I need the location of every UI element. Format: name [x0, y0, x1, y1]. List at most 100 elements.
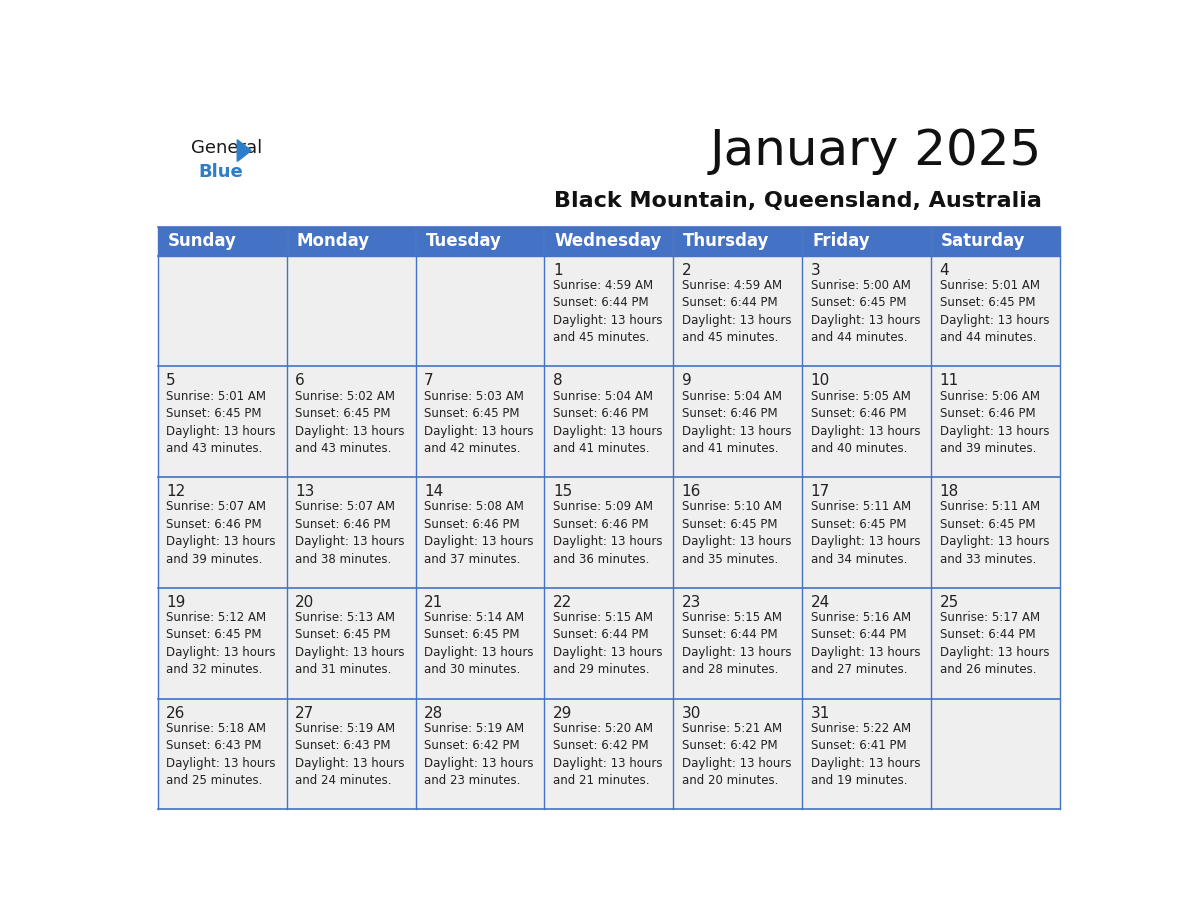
Text: Monday: Monday — [297, 232, 369, 251]
Bar — [158, 477, 286, 588]
Bar — [416, 699, 544, 810]
Bar — [931, 699, 1060, 810]
Bar — [802, 588, 931, 699]
Text: 18: 18 — [940, 484, 959, 499]
Text: 23: 23 — [682, 595, 701, 610]
Text: Sunrise: 5:16 AM
Sunset: 6:44 PM
Daylight: 13 hours
and 27 minutes.: Sunrise: 5:16 AM Sunset: 6:44 PM Dayligh… — [810, 611, 921, 677]
Bar — [931, 227, 1060, 256]
Text: Sunrise: 5:12 AM
Sunset: 6:45 PM
Daylight: 13 hours
and 32 minutes.: Sunrise: 5:12 AM Sunset: 6:45 PM Dayligh… — [166, 611, 276, 677]
Text: Sunday: Sunday — [168, 232, 236, 251]
Text: 16: 16 — [682, 484, 701, 499]
Text: Sunrise: 5:04 AM
Sunset: 6:46 PM
Daylight: 13 hours
and 41 minutes.: Sunrise: 5:04 AM Sunset: 6:46 PM Dayligh… — [682, 389, 791, 455]
Text: 19: 19 — [166, 595, 185, 610]
Bar — [158, 366, 286, 477]
Text: 22: 22 — [552, 595, 573, 610]
Text: Sunrise: 5:07 AM
Sunset: 6:46 PM
Daylight: 13 hours
and 38 minutes.: Sunrise: 5:07 AM Sunset: 6:46 PM Dayligh… — [295, 500, 405, 565]
Bar — [931, 588, 1060, 699]
Text: Sunrise: 4:59 AM
Sunset: 6:44 PM
Daylight: 13 hours
and 45 minutes.: Sunrise: 4:59 AM Sunset: 6:44 PM Dayligh… — [682, 279, 791, 344]
Text: 21: 21 — [424, 595, 443, 610]
Text: Sunrise: 5:20 AM
Sunset: 6:42 PM
Daylight: 13 hours
and 21 minutes.: Sunrise: 5:20 AM Sunset: 6:42 PM Dayligh… — [552, 722, 663, 788]
Text: Sunrise: 5:04 AM
Sunset: 6:46 PM
Daylight: 13 hours
and 41 minutes.: Sunrise: 5:04 AM Sunset: 6:46 PM Dayligh… — [552, 389, 663, 455]
Text: Sunrise: 5:19 AM
Sunset: 6:43 PM
Daylight: 13 hours
and 24 minutes.: Sunrise: 5:19 AM Sunset: 6:43 PM Dayligh… — [295, 722, 405, 788]
Text: Thursday: Thursday — [683, 232, 770, 251]
Text: 20: 20 — [295, 595, 315, 610]
Bar — [286, 256, 416, 366]
Polygon shape — [238, 140, 251, 162]
Bar — [158, 699, 286, 810]
Text: 9: 9 — [682, 374, 691, 388]
Text: 8: 8 — [552, 374, 563, 388]
Text: Sunrise: 5:01 AM
Sunset: 6:45 PM
Daylight: 13 hours
and 44 minutes.: Sunrise: 5:01 AM Sunset: 6:45 PM Dayligh… — [940, 279, 1049, 344]
Bar — [674, 588, 802, 699]
Text: Sunrise: 5:11 AM
Sunset: 6:45 PM
Daylight: 13 hours
and 33 minutes.: Sunrise: 5:11 AM Sunset: 6:45 PM Dayligh… — [940, 500, 1049, 565]
Text: Sunrise: 5:19 AM
Sunset: 6:42 PM
Daylight: 13 hours
and 23 minutes.: Sunrise: 5:19 AM Sunset: 6:42 PM Dayligh… — [424, 722, 533, 788]
Bar — [931, 477, 1060, 588]
Bar — [286, 699, 416, 810]
Text: Sunrise: 5:22 AM
Sunset: 6:41 PM
Daylight: 13 hours
and 19 minutes.: Sunrise: 5:22 AM Sunset: 6:41 PM Dayligh… — [810, 722, 921, 788]
Text: Sunrise: 5:11 AM
Sunset: 6:45 PM
Daylight: 13 hours
and 34 minutes.: Sunrise: 5:11 AM Sunset: 6:45 PM Dayligh… — [810, 500, 921, 565]
Bar — [286, 366, 416, 477]
Bar — [674, 477, 802, 588]
Text: General: General — [191, 140, 263, 157]
Text: Sunrise: 5:06 AM
Sunset: 6:46 PM
Daylight: 13 hours
and 39 minutes.: Sunrise: 5:06 AM Sunset: 6:46 PM Dayligh… — [940, 389, 1049, 455]
Text: Sunrise: 5:10 AM
Sunset: 6:45 PM
Daylight: 13 hours
and 35 minutes.: Sunrise: 5:10 AM Sunset: 6:45 PM Dayligh… — [682, 500, 791, 565]
Bar — [544, 699, 674, 810]
Text: Sunrise: 5:17 AM
Sunset: 6:44 PM
Daylight: 13 hours
and 26 minutes.: Sunrise: 5:17 AM Sunset: 6:44 PM Dayligh… — [940, 611, 1049, 677]
Bar — [544, 256, 674, 366]
Text: 3: 3 — [810, 263, 821, 277]
Text: Sunrise: 5:08 AM
Sunset: 6:46 PM
Daylight: 13 hours
and 37 minutes.: Sunrise: 5:08 AM Sunset: 6:46 PM Dayligh… — [424, 500, 533, 565]
Text: Sunrise: 5:00 AM
Sunset: 6:45 PM
Daylight: 13 hours
and 44 minutes.: Sunrise: 5:00 AM Sunset: 6:45 PM Dayligh… — [810, 279, 921, 344]
Bar — [674, 256, 802, 366]
Text: Black Mountain, Queensland, Australia: Black Mountain, Queensland, Australia — [554, 191, 1042, 211]
Text: 6: 6 — [295, 374, 305, 388]
Bar — [802, 256, 931, 366]
Text: Sunrise: 5:15 AM
Sunset: 6:44 PM
Daylight: 13 hours
and 29 minutes.: Sunrise: 5:15 AM Sunset: 6:44 PM Dayligh… — [552, 611, 663, 677]
Bar — [158, 227, 286, 256]
Text: Sunrise: 5:13 AM
Sunset: 6:45 PM
Daylight: 13 hours
and 31 minutes.: Sunrise: 5:13 AM Sunset: 6:45 PM Dayligh… — [295, 611, 405, 677]
Text: 30: 30 — [682, 706, 701, 721]
Text: Tuesday: Tuesday — [425, 232, 501, 251]
Text: 1: 1 — [552, 263, 563, 277]
Bar — [802, 699, 931, 810]
Text: 26: 26 — [166, 706, 185, 721]
Bar — [286, 588, 416, 699]
Text: 10: 10 — [810, 374, 830, 388]
Bar — [674, 699, 802, 810]
Text: Wednesday: Wednesday — [555, 232, 662, 251]
Bar — [931, 256, 1060, 366]
Bar — [802, 227, 931, 256]
Text: 14: 14 — [424, 484, 443, 499]
Bar — [931, 366, 1060, 477]
Bar — [544, 227, 674, 256]
Text: 15: 15 — [552, 484, 573, 499]
Text: 13: 13 — [295, 484, 315, 499]
Text: Sunrise: 4:59 AM
Sunset: 6:44 PM
Daylight: 13 hours
and 45 minutes.: Sunrise: 4:59 AM Sunset: 6:44 PM Dayligh… — [552, 279, 663, 344]
Bar — [416, 588, 544, 699]
Bar — [544, 366, 674, 477]
Bar — [802, 366, 931, 477]
Bar — [544, 477, 674, 588]
Text: 12: 12 — [166, 484, 185, 499]
Bar — [158, 256, 286, 366]
Text: 2: 2 — [682, 263, 691, 277]
Text: 29: 29 — [552, 706, 573, 721]
Text: 27: 27 — [295, 706, 315, 721]
Text: Sunrise: 5:15 AM
Sunset: 6:44 PM
Daylight: 13 hours
and 28 minutes.: Sunrise: 5:15 AM Sunset: 6:44 PM Dayligh… — [682, 611, 791, 677]
Text: Sunrise: 5:05 AM
Sunset: 6:46 PM
Daylight: 13 hours
and 40 minutes.: Sunrise: 5:05 AM Sunset: 6:46 PM Dayligh… — [810, 389, 921, 455]
Text: Sunrise: 5:02 AM
Sunset: 6:45 PM
Daylight: 13 hours
and 43 minutes.: Sunrise: 5:02 AM Sunset: 6:45 PM Dayligh… — [295, 389, 405, 455]
Text: Friday: Friday — [813, 232, 870, 251]
Text: 31: 31 — [810, 706, 830, 721]
Text: Sunrise: 5:03 AM
Sunset: 6:45 PM
Daylight: 13 hours
and 42 minutes.: Sunrise: 5:03 AM Sunset: 6:45 PM Dayligh… — [424, 389, 533, 455]
Text: 17: 17 — [810, 484, 830, 499]
Bar — [286, 477, 416, 588]
Bar — [416, 366, 544, 477]
Bar — [416, 227, 544, 256]
Bar — [802, 477, 931, 588]
Bar — [416, 477, 544, 588]
Text: 24: 24 — [810, 595, 830, 610]
Text: 25: 25 — [940, 595, 959, 610]
Text: 28: 28 — [424, 706, 443, 721]
Bar — [286, 227, 416, 256]
Text: Sunrise: 5:18 AM
Sunset: 6:43 PM
Daylight: 13 hours
and 25 minutes.: Sunrise: 5:18 AM Sunset: 6:43 PM Dayligh… — [166, 722, 276, 788]
Bar — [674, 227, 802, 256]
